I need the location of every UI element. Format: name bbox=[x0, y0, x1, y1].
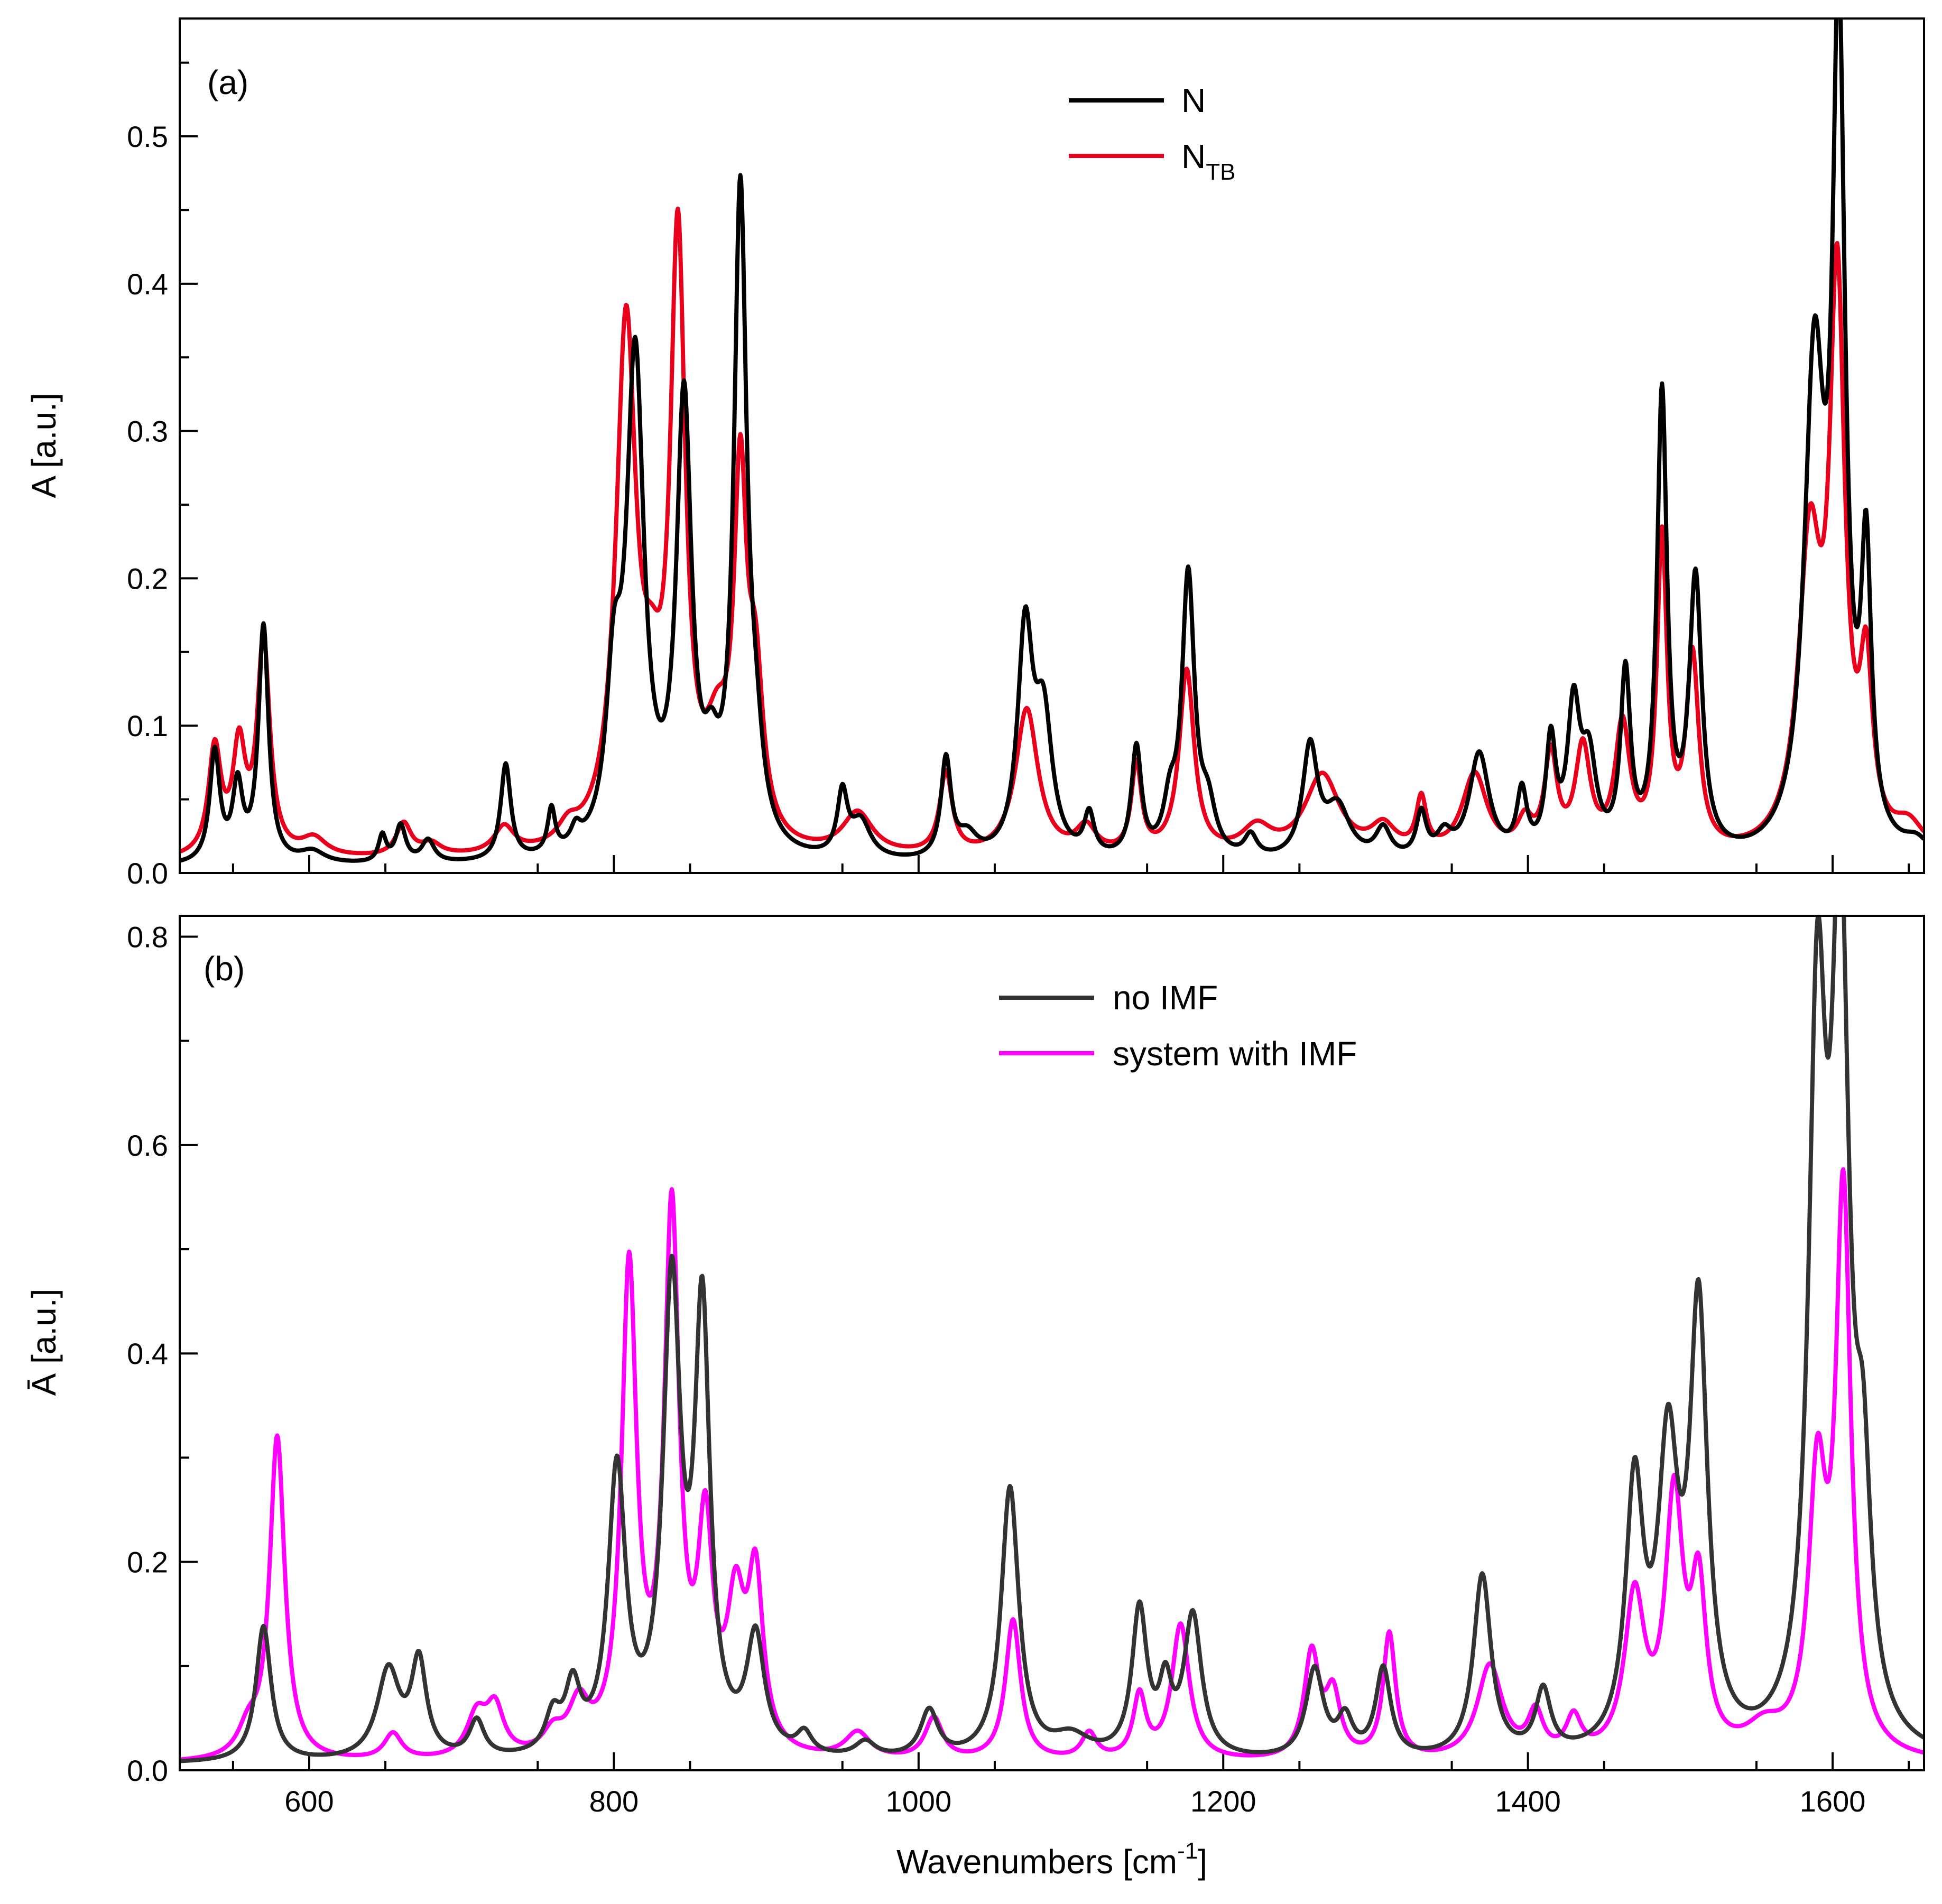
plot-frame-a bbox=[179, 17, 1925, 874]
y-tick-label-3: 0.3 bbox=[127, 415, 168, 448]
plot-frame-b bbox=[179, 915, 1925, 1771]
y-tick-label-4: 0.4 bbox=[127, 267, 168, 301]
x-axis-title-tail: ] bbox=[1198, 1843, 1207, 1881]
panel-a: 0.00.10.20.30.40.5 (a) N NTB A [a.u.] bbox=[25, 17, 1925, 890]
legend-a: N NTB bbox=[1069, 81, 1235, 185]
panel-b: 0.0 0.2 0.4 0.6 0.8 600 800 1000 1200 1400 1600 (… bbox=[25, 915, 1925, 1881]
y-tick-label-4: 0.8 bbox=[127, 920, 168, 953]
legend-label-N: N bbox=[1181, 81, 1206, 119]
x-axis-title-superscript: -1 bbox=[1177, 1838, 1198, 1864]
legend-label-N-tb-main: N bbox=[1181, 137, 1206, 175]
x-tick-label-1200: 1200 bbox=[1190, 1785, 1256, 1818]
series-no-imf-line bbox=[180, 916, 1924, 1763]
y-tick-label-2: 0.2 bbox=[127, 562, 168, 595]
x-ticks-a bbox=[308, 855, 1834, 873]
y-axis-title-a: A [a.u.] bbox=[25, 393, 63, 498]
y-tick-labels-a: 0.0 0.1 0.2 0.3 0.4 0.5 bbox=[127, 120, 168, 890]
legend-b: no IMF system with IMF bbox=[999, 979, 1357, 1073]
y-tick-label-1: 0.1 bbox=[127, 709, 168, 742]
x-axis-title-main: Wavenumbers [cm bbox=[896, 1843, 1177, 1881]
x-axis-title: Wavenumbers [cm-1] bbox=[896, 1838, 1207, 1881]
legend-label-N-tb: NTB bbox=[1181, 137, 1235, 185]
plot-area-b bbox=[180, 916, 1924, 1770]
plot-area-a bbox=[180, 18, 1924, 873]
x-tick-label-800: 800 bbox=[589, 1785, 639, 1818]
y-tick-label-0: 0.0 bbox=[127, 857, 168, 890]
x-minor-ticks-b bbox=[232, 1761, 1910, 1770]
x-tick-label-1600: 1600 bbox=[1800, 1785, 1866, 1818]
legend-label-no-imf: no IMF bbox=[1113, 979, 1218, 1017]
x-tick-label-600: 600 bbox=[284, 1785, 334, 1818]
y-tick-labels-b: 0.0 0.2 0.4 0.6 0.8 bbox=[127, 920, 168, 1787]
y-tick-label-2: 0.4 bbox=[127, 1337, 168, 1370]
y-axis-title-b: Ā [a.u.] bbox=[25, 1289, 63, 1396]
y-tick-label-3: 0.6 bbox=[127, 1129, 168, 1162]
legend-label-system-with-imf: system with IMF bbox=[1113, 1035, 1357, 1073]
series-N-line bbox=[180, 18, 1924, 863]
y-tick-label-0: 0.0 bbox=[127, 1754, 168, 1787]
panel-label-b: (b) bbox=[204, 950, 245, 988]
legend-label-N-tb-subscript: TB bbox=[1206, 159, 1235, 185]
series-system-with-imf-line bbox=[180, 1167, 1924, 1762]
y-tick-label-1: 0.2 bbox=[127, 1546, 168, 1579]
x-tick-labels: 600 800 1000 1200 1400 1600 bbox=[284, 1785, 1865, 1818]
y-ticks-b bbox=[180, 935, 198, 1771]
y-tick-label-5: 0.5 bbox=[127, 120, 168, 153]
x-tick-label-1000: 1000 bbox=[886, 1785, 952, 1818]
series-N-tb-line bbox=[180, 207, 1924, 856]
panel-label-a: (a) bbox=[207, 63, 248, 101]
x-tick-label-1400: 1400 bbox=[1495, 1785, 1561, 1818]
x-minor-ticks-a bbox=[232, 863, 1910, 873]
